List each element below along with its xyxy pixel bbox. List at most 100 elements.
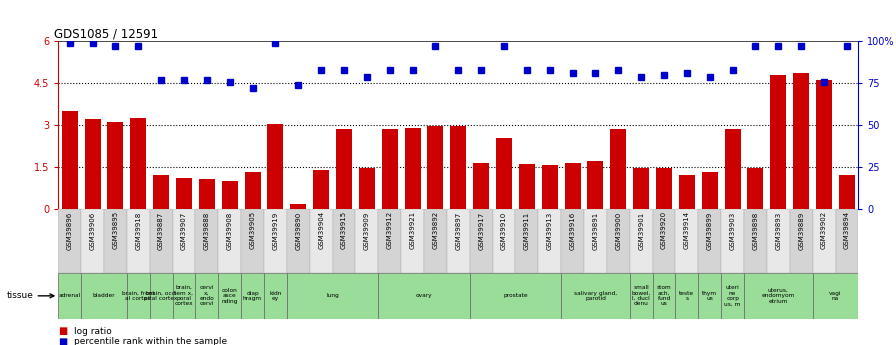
Bar xyxy=(676,209,698,273)
Bar xyxy=(542,166,557,209)
Bar xyxy=(427,127,444,209)
Bar xyxy=(835,209,858,273)
Text: prostate: prostate xyxy=(504,293,528,298)
Bar xyxy=(747,168,763,209)
Bar xyxy=(127,209,150,273)
Bar xyxy=(813,273,858,319)
Bar xyxy=(150,273,173,319)
Text: log ratio: log ratio xyxy=(74,327,112,336)
Bar xyxy=(630,273,652,319)
Bar xyxy=(767,209,789,273)
Bar xyxy=(656,168,672,209)
Bar xyxy=(176,178,192,209)
Text: GSM39898: GSM39898 xyxy=(753,211,759,249)
Text: GDS1085 / 12591: GDS1085 / 12591 xyxy=(55,27,159,40)
Bar xyxy=(173,273,195,319)
Text: tissue: tissue xyxy=(6,291,33,300)
Text: salivary gland,
parotid: salivary gland, parotid xyxy=(574,290,617,301)
Bar xyxy=(84,119,100,209)
Bar xyxy=(219,209,241,273)
Text: GSM39917: GSM39917 xyxy=(478,211,484,249)
Bar xyxy=(104,209,127,273)
Text: GSM39901: GSM39901 xyxy=(638,211,644,249)
Text: GSM39892: GSM39892 xyxy=(433,211,438,249)
Bar xyxy=(313,170,329,209)
Text: GSM39894: GSM39894 xyxy=(844,211,850,249)
Bar xyxy=(62,111,78,209)
Text: GSM39902: GSM39902 xyxy=(821,211,827,249)
Text: GSM39914: GSM39914 xyxy=(684,211,690,249)
Bar xyxy=(607,209,630,273)
Bar xyxy=(82,273,127,319)
Text: kidn
ey: kidn ey xyxy=(269,290,281,301)
Bar xyxy=(652,209,676,273)
Bar xyxy=(630,209,652,273)
Text: teste
s: teste s xyxy=(679,290,694,301)
Text: vagi
na: vagi na xyxy=(830,290,841,301)
Bar xyxy=(58,209,82,273)
Bar xyxy=(221,181,237,209)
Bar xyxy=(538,209,561,273)
Text: GSM39910: GSM39910 xyxy=(501,211,507,249)
Bar xyxy=(310,209,332,273)
Bar xyxy=(451,127,466,209)
Text: ■: ■ xyxy=(58,337,67,345)
Bar xyxy=(702,172,718,209)
Bar xyxy=(839,175,855,209)
Text: GSM39889: GSM39889 xyxy=(798,211,805,249)
Bar xyxy=(561,273,630,319)
Bar xyxy=(698,273,721,319)
Bar xyxy=(679,175,695,209)
Text: GSM39907: GSM39907 xyxy=(181,211,187,249)
Bar xyxy=(744,273,813,319)
Bar xyxy=(195,209,219,273)
Bar xyxy=(789,209,813,273)
Text: thym
us: thym us xyxy=(702,290,718,301)
Bar xyxy=(813,209,835,273)
Bar xyxy=(219,273,241,319)
Bar xyxy=(267,124,283,209)
Text: GSM39896: GSM39896 xyxy=(66,211,73,249)
Text: GSM39895: GSM39895 xyxy=(112,211,118,249)
Text: GSM39899: GSM39899 xyxy=(707,211,713,249)
Text: stom
ach,
fund
us: stom ach, fund us xyxy=(657,285,671,306)
Text: GSM39912: GSM39912 xyxy=(387,211,392,249)
Bar xyxy=(130,118,146,209)
Bar xyxy=(793,73,809,209)
Bar xyxy=(470,273,561,319)
Text: GSM39888: GSM39888 xyxy=(203,211,210,249)
Bar xyxy=(610,129,626,209)
Bar xyxy=(698,209,721,273)
Bar xyxy=(470,209,493,273)
Bar xyxy=(264,209,287,273)
Text: uterus,
endomyom
etrium: uterus, endomyom etrium xyxy=(762,288,795,304)
Bar xyxy=(356,209,378,273)
Bar xyxy=(721,209,744,273)
Text: diap
hragm: diap hragm xyxy=(243,290,263,301)
Text: lung: lung xyxy=(326,293,339,298)
Bar xyxy=(676,273,698,319)
Bar xyxy=(652,273,676,319)
Bar xyxy=(378,209,401,273)
Text: cervi
x,
endo
cervi: cervi x, endo cervi xyxy=(200,285,214,306)
Text: GSM39900: GSM39900 xyxy=(616,211,621,249)
Bar xyxy=(584,209,607,273)
Bar xyxy=(405,128,420,209)
Bar xyxy=(290,204,306,209)
Text: ■: ■ xyxy=(58,326,67,336)
Bar xyxy=(493,209,515,273)
Bar xyxy=(199,179,215,209)
Text: GSM39916: GSM39916 xyxy=(570,211,575,249)
Bar xyxy=(287,273,378,319)
Bar xyxy=(564,163,581,209)
Text: GSM39913: GSM39913 xyxy=(547,211,553,249)
Text: bladder: bladder xyxy=(92,293,116,298)
Text: GSM39921: GSM39921 xyxy=(409,211,416,249)
Bar xyxy=(771,75,787,209)
Bar xyxy=(287,209,310,273)
Bar xyxy=(153,175,169,209)
Bar xyxy=(519,164,535,209)
Text: uteri
ne
corp
us, m: uteri ne corp us, m xyxy=(725,285,741,306)
Text: GSM39904: GSM39904 xyxy=(318,211,324,249)
Bar xyxy=(473,163,489,209)
